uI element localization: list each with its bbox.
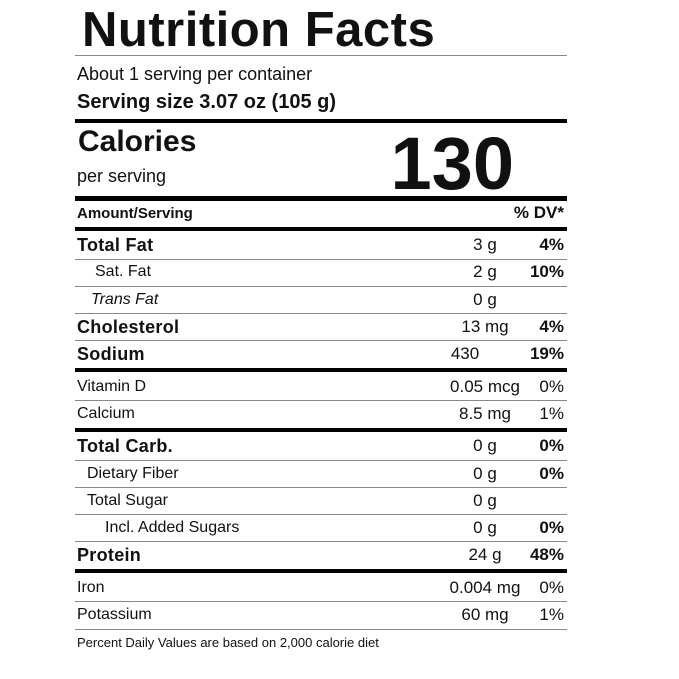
divider [75,569,567,573]
row: Iron 0.004 mg 0% [75,577,567,599]
dv: 19% [529,344,564,363]
nutrient: Incl. Added Sugars [105,519,240,536]
row: Dietary Fiber 0 g 0% [75,463,567,485]
divider [75,259,567,260]
amount: 0 g [473,518,497,537]
amount: 13 mg [461,317,509,336]
amount: 0 g [473,491,497,510]
nutrient: Potassium [77,606,152,623]
nutrient: Sodium [77,344,145,364]
amount: 8.5 mg [459,404,511,423]
divider [75,119,567,123]
dv: 0% [539,578,564,597]
amount: 60 mg [461,605,509,624]
divider [75,196,567,201]
dv: 4% [539,317,564,336]
amount: 0.004 mg [449,578,521,597]
nutrient: Dietary Fiber [87,465,179,482]
nutrient: Sat. Fat [95,263,152,280]
dv-header: % DV* [513,203,564,222]
nutrient: Iron [77,579,105,596]
row: Vitamin D 0.05 mcg 0% [75,376,567,398]
divider [75,487,567,488]
row: Cholesterol 13 mg 4% [75,316,567,338]
nutrient: Total Fat [77,235,154,255]
row: Total Carb. 0 g 0% [75,435,567,457]
row: Sat. Fat 2 g 10% [75,261,567,283]
nutrient: Cholesterol [77,317,180,337]
dv: 0% [539,436,564,455]
divider [75,460,567,461]
dv: 10% [529,262,564,281]
amount: 2 g [473,262,497,281]
nutrient: Trans Fat [91,291,159,308]
divider [75,340,567,341]
calories-value: 130 [390,122,514,205]
amount: 0.05 mcg [450,377,520,396]
divider [75,286,567,287]
row: Total Sugar 0 g [75,490,567,512]
amount: 3 g [473,235,497,254]
title: Nutrition Facts [82,3,436,57]
amount: 0 g [473,436,497,455]
serving-size: Serving size 3.07 oz (105 g) [77,91,336,113]
divider [75,601,567,602]
divider [75,227,567,231]
amount: 24 g [468,545,502,564]
divider [75,541,567,542]
row: Potassium 60 mg 1% [75,604,567,626]
nutrient: Total Sugar [87,492,168,509]
dv: 4% [539,235,564,254]
divider [75,400,567,401]
amount: 430 [450,344,480,363]
row: Total Fat 3 g 4% [75,234,567,256]
amount: 0 g [473,290,497,309]
calories-per: per serving [77,166,167,186]
dv: 48% [529,545,564,564]
dv: 0% [539,377,564,396]
dv: 0% [539,464,564,483]
dv: 0% [539,518,564,537]
nutrient: Total Carb. [77,436,173,456]
divider [75,514,567,515]
divider [75,55,567,56]
row: Trans Fat 0 g [75,289,567,311]
nutrient: Vitamin D [77,378,147,395]
servings: About 1 serving per container [77,64,313,84]
row: Incl. Added Sugars 0 g 0% [75,517,567,539]
divider [75,629,567,630]
amount: 0 g [473,464,497,483]
calories-label: Calories [78,125,197,158]
dv: 1% [539,605,564,624]
row: Protein 24 g 48% [75,544,567,566]
row: Sodium 430 19% [75,343,567,365]
divider [75,428,567,432]
divider [75,313,567,314]
row: Calcium 8.5 mg 1% [75,403,567,425]
dv: 1% [539,404,564,423]
nutrient: Calcium [77,405,135,422]
divider [75,368,567,372]
amount-header: Amount/Serving [77,205,193,222]
footnote: Percent Daily Values are based on 2,000 … [77,635,379,650]
nutrient: Protein [77,545,142,565]
